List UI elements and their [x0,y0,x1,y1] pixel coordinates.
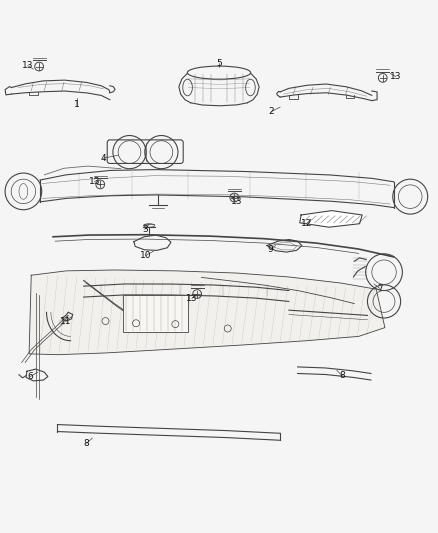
Text: 13: 13 [390,72,402,81]
Text: 12: 12 [300,219,312,228]
Text: 9: 9 [268,245,273,254]
Text: 8: 8 [84,439,90,448]
Polygon shape [300,211,362,227]
Text: 6: 6 [28,372,33,381]
Bar [123,295,188,332]
Text: 13: 13 [89,177,100,186]
Text: 8: 8 [339,371,345,380]
Text: 11: 11 [60,317,71,326]
Text: 5: 5 [216,59,222,68]
Text: 10: 10 [140,251,152,260]
Text: 4: 4 [100,154,106,163]
Text: 2: 2 [268,107,274,116]
Text: 13: 13 [231,197,242,206]
Text: 3: 3 [142,225,148,234]
Text: 7: 7 [377,284,382,293]
Text: 13: 13 [22,61,34,70]
Polygon shape [29,270,385,354]
Text: 1: 1 [74,100,80,109]
Text: 13: 13 [186,294,198,303]
